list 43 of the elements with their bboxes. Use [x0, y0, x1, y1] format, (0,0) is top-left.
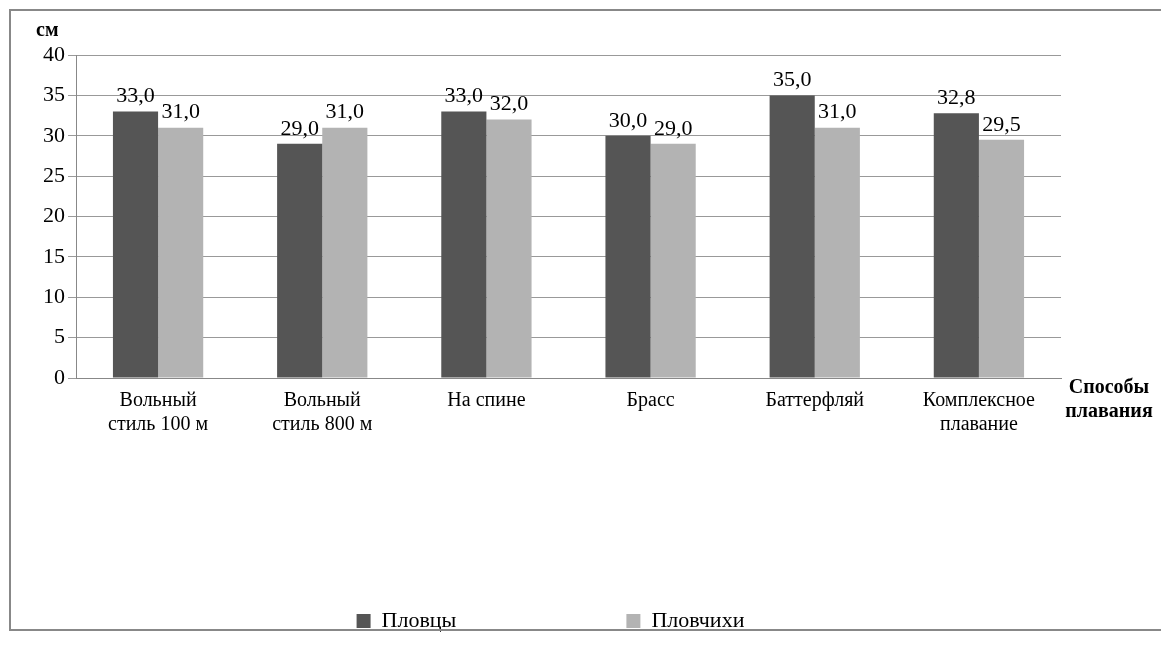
y-tick-label: 20 [43, 202, 65, 228]
data-label: 31,0 [818, 98, 857, 124]
bar [933, 113, 979, 378]
y-axis-title: см [36, 18, 59, 41]
data-label: 32,8 [937, 83, 976, 109]
x-tick-label: Комплексное плавание [922, 388, 1036, 435]
y-tick-label: 25 [43, 161, 65, 187]
bar [112, 111, 159, 378]
bar [322, 127, 368, 378]
bar [605, 135, 651, 378]
data-label: 29,0 [653, 114, 693, 140]
x-tick-label: На спине [447, 388, 526, 411]
data-label: 35,0 [772, 66, 812, 92]
bar [769, 95, 815, 378]
x-tick-label: Вольный стиль 100 м [108, 388, 209, 435]
data-label: 29,0 [280, 114, 319, 140]
data-label: 32,0 [489, 90, 529, 116]
legend-label: Пловчихи [651, 606, 745, 632]
data-label: 31,0 [161, 98, 200, 124]
y-tick-label: 15 [43, 242, 65, 268]
bar [277, 143, 323, 378]
data-label: 33,0 [444, 82, 484, 108]
legend-label: Пловцы [381, 606, 457, 632]
data-label: 33,0 [116, 82, 155, 108]
bar [158, 127, 204, 378]
y-tick-label: 5 [54, 323, 65, 349]
bar [650, 143, 696, 378]
data-label: 29,5 [982, 110, 1021, 136]
y-tick-label: 40 [43, 40, 65, 66]
x-tick-label: Вольный стиль 800 м [272, 388, 373, 435]
bar [441, 111, 487, 378]
y-tick-label: 0 [54, 363, 65, 389]
bar [814, 127, 860, 378]
x-tick-label: Брасс [626, 388, 675, 412]
y-tick-label: 30 [43, 121, 65, 147]
y-tick-label: 10 [43, 283, 65, 309]
x-tick-label: Баттерфляй [765, 388, 865, 412]
x-axis-title: Способы плавания [1065, 375, 1153, 422]
y-tick-label: 35 [43, 81, 65, 107]
data-label: 31,0 [325, 98, 365, 124]
data-label: 30,0 [608, 106, 648, 132]
bar [486, 119, 532, 378]
bar [978, 139, 1025, 378]
